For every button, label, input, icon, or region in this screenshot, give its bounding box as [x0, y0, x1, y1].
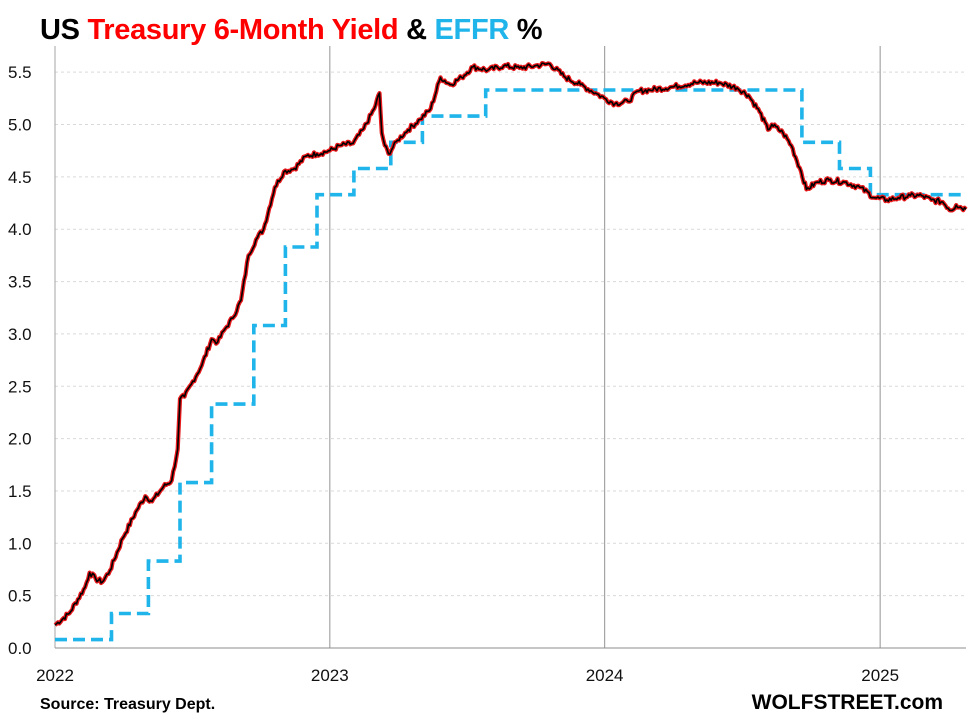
x-tick-label: 2025 [861, 666, 899, 685]
series-treasury-line [54, 62, 967, 626]
series-treasury-outline [53, 61, 968, 627]
y-tick-label: 1.0 [8, 534, 32, 553]
series-layer [53, 61, 968, 642]
y-tick-label: 2.0 [8, 430, 32, 449]
brand-label: WOLFSTREET.com [751, 691, 943, 714]
label-layer: 0.0 0.5 1.0 1.5 2.0 2.5 3.0 3.5 4.0 4.5 5.0 5.5 2022… [8, 63, 899, 685]
y-tick-label: 3.5 [8, 273, 32, 292]
y-tick-label: 4.5 [8, 168, 32, 187]
series-effr-line [55, 88, 966, 642]
title-us: US [40, 14, 88, 46]
y-tick-label: 4.0 [8, 220, 32, 239]
title-percent: % [509, 14, 543, 46]
y-tick-label: 2.5 [8, 377, 32, 396]
chart-title: US Treasury 6-Month Yield & EFFR % [40, 14, 543, 47]
x-tick-label: 2023 [311, 666, 349, 685]
y-tick-label: 0.5 [8, 587, 32, 606]
y-tick-label: 5.0 [8, 116, 32, 135]
x-tick-label: 2022 [36, 666, 74, 685]
y-tick-label: 5.5 [8, 63, 32, 82]
y-tick-label: 3.0 [8, 325, 32, 344]
y-tick-label: 1.5 [8, 482, 32, 501]
y-tick-label: 0.0 [8, 639, 32, 658]
source-note: Source: Treasury Dept. [40, 696, 216, 713]
title-treasury: Treasury 6-Month Yield [87, 14, 399, 46]
grid-layer [55, 46, 966, 648]
title-ampersand: & [398, 14, 435, 46]
x-tick-label: 2024 [586, 666, 624, 685]
title-effr: EFFR [434, 14, 510, 46]
axis-layer [54, 46, 966, 649]
